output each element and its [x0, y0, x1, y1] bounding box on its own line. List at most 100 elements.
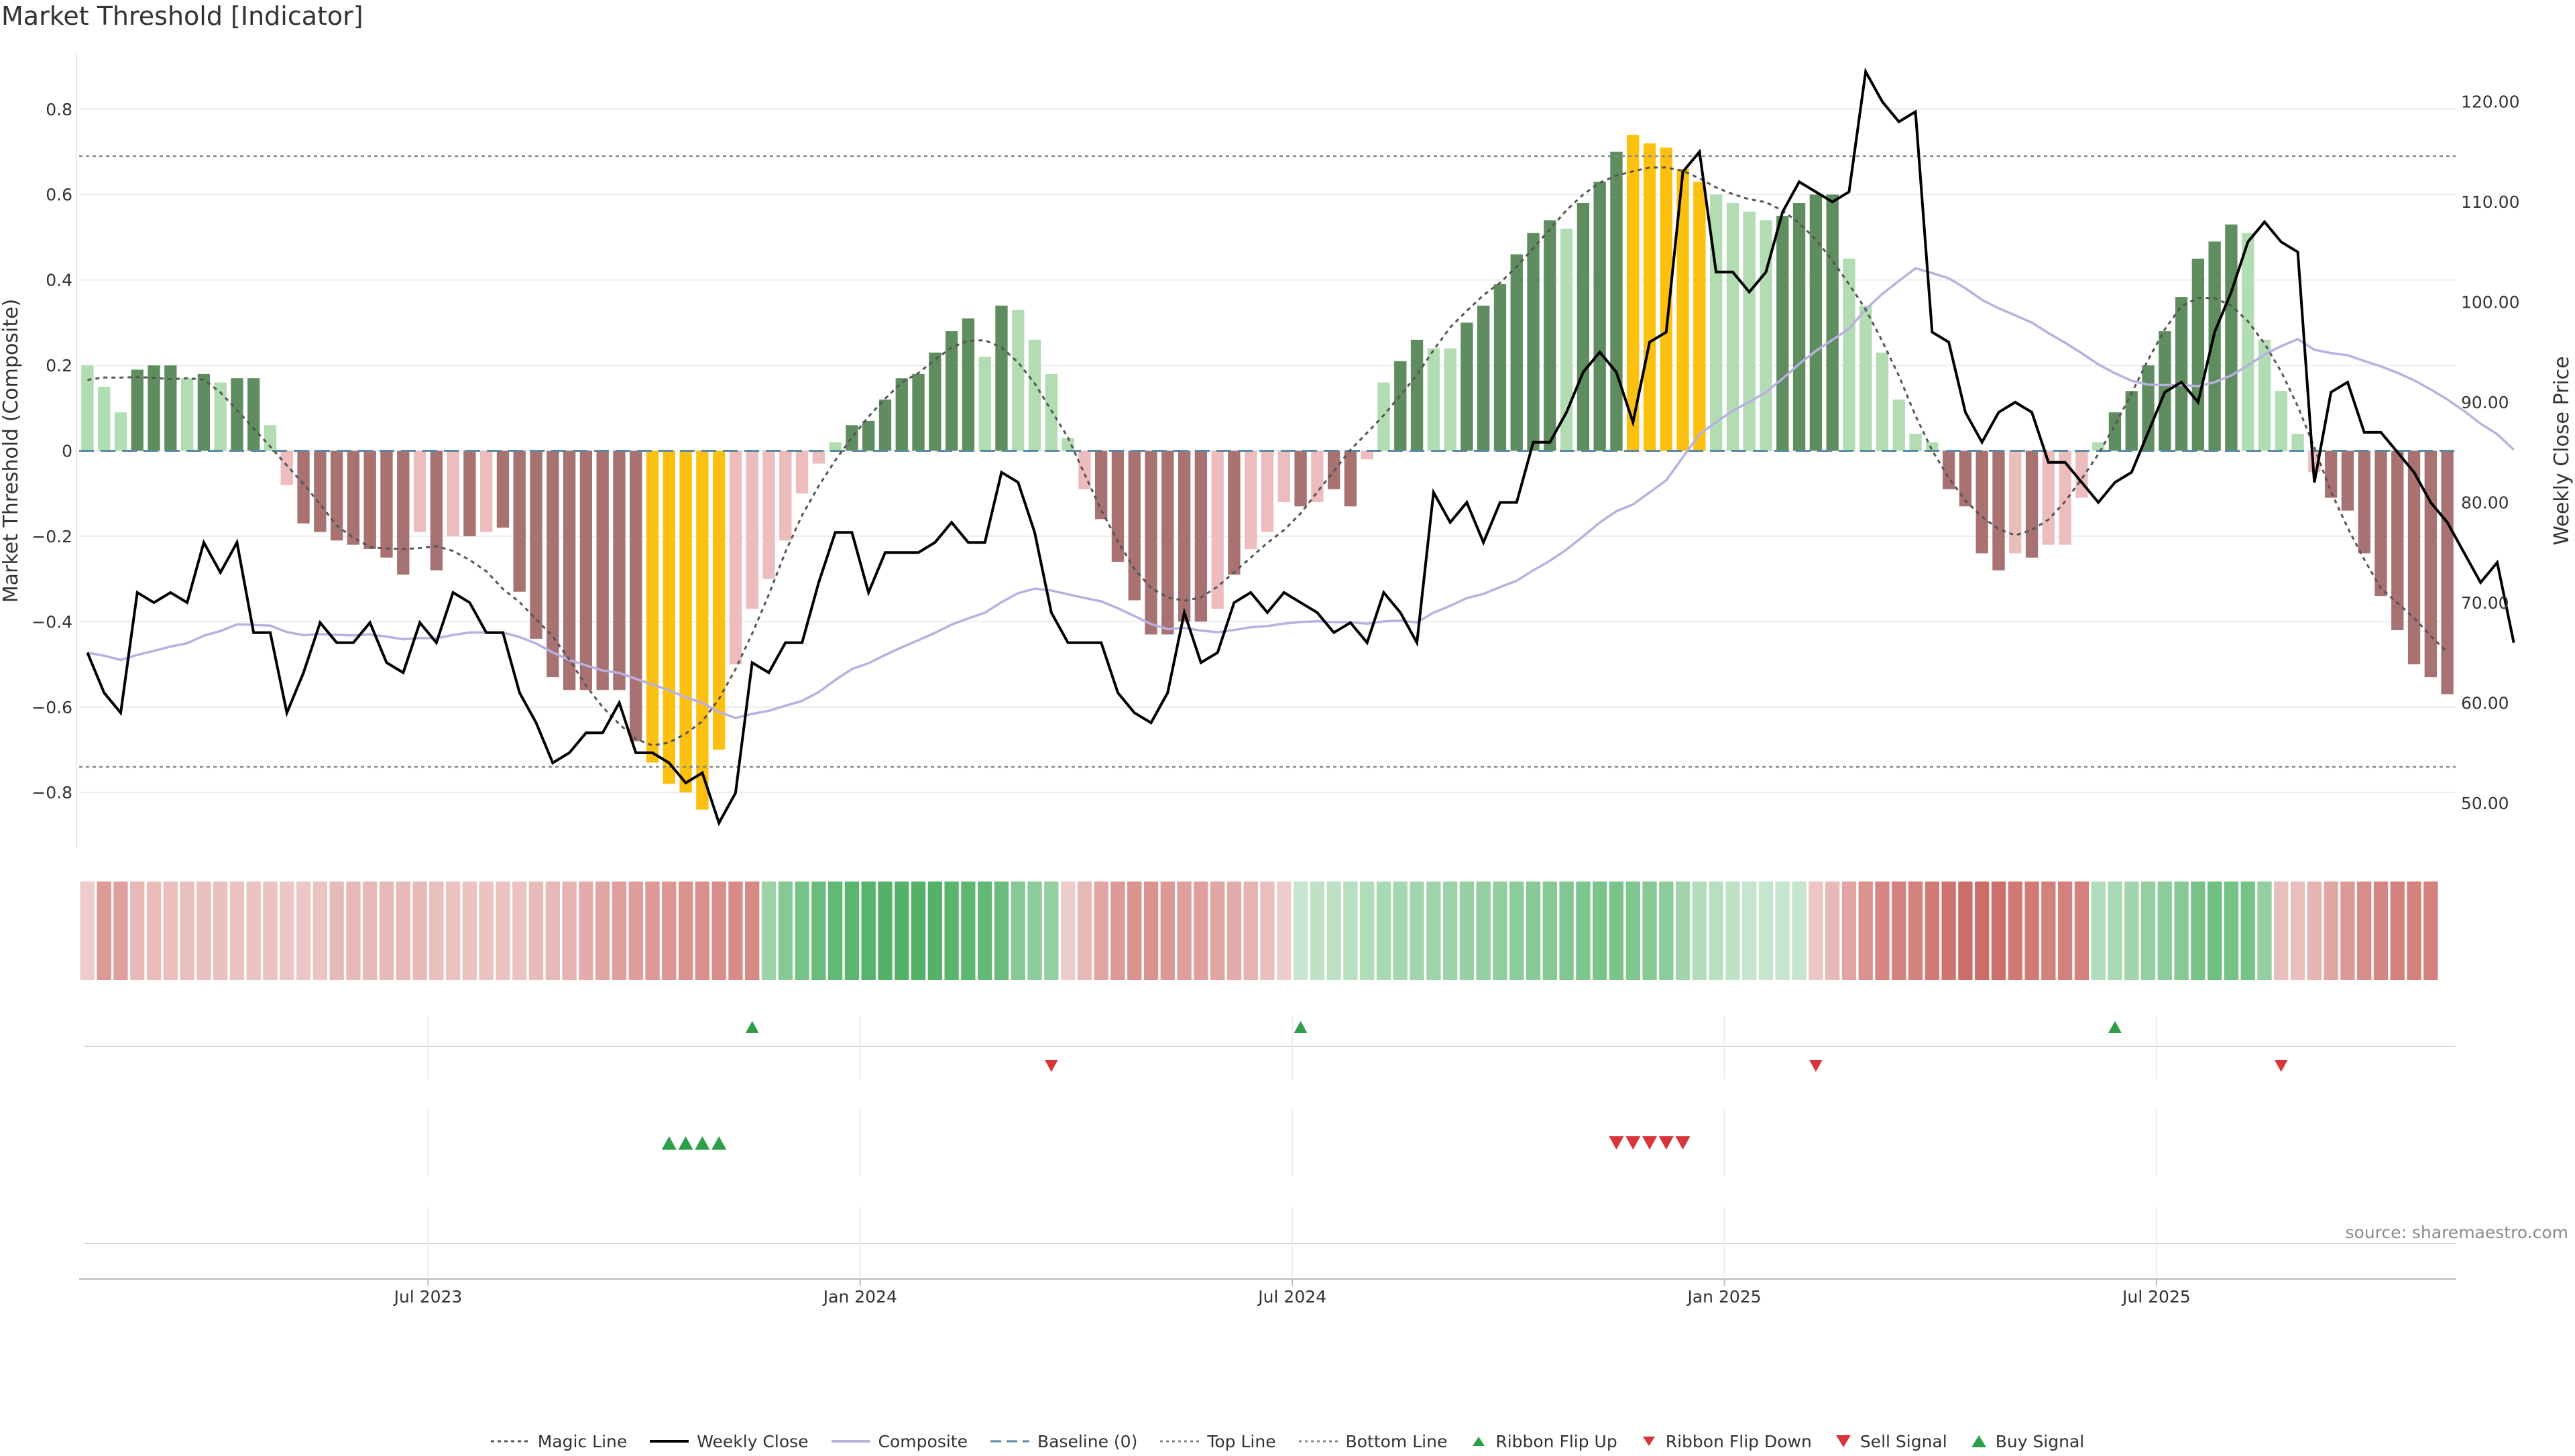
ribbon-cell: [1925, 882, 1939, 980]
composite-bar: [397, 450, 410, 575]
ribbon-cell: [229, 882, 245, 980]
composite-bar: [1876, 352, 1889, 451]
ribbon-cell: [479, 882, 494, 980]
ribbon-cell: [2207, 882, 2222, 980]
composite-bar: [1942, 450, 1955, 489]
ribbon-cell: [1160, 882, 1175, 980]
composite-bar: [330, 450, 343, 541]
ribbon-cell: [346, 882, 361, 980]
ribbon-cell: [1376, 882, 1391, 980]
composite-bar: [1128, 450, 1141, 601]
ribbon-cell: [961, 882, 976, 980]
legend: Magic Line Weekly Close Composite Baseline …: [0, 1427, 2575, 1456]
y-right-tick-label: 50.00: [2461, 794, 2509, 813]
composite-bar: [197, 373, 211, 451]
chart-title: Market Threshold [Indicator]: [1, 1, 363, 31]
composite-bar: [297, 450, 310, 524]
composite-bar: [1062, 438, 1074, 451]
ribbon-cell: [612, 882, 627, 980]
x-tick-label: Jul 2023: [393, 1287, 463, 1307]
ribbon-cell: [2191, 882, 2206, 980]
composite-bar: [2242, 233, 2254, 451]
composite-bar: [912, 373, 925, 451]
composite-bar: [1660, 147, 1672, 451]
composite-bar: [131, 369, 144, 451]
composite-bar: [2125, 391, 2138, 451]
composite-bar: [413, 450, 426, 532]
ribbon-cell: [2074, 882, 2090, 980]
legend-label: Ribbon Flip Down: [1665, 1431, 1812, 1451]
ribbon-cell: [695, 882, 710, 980]
ribbon-cell: [1892, 882, 1906, 980]
composite-bar: [779, 450, 792, 541]
ribbon-cell: [1226, 882, 1242, 980]
ribbon-cell: [1642, 882, 1657, 980]
ribbon-cell: [1659, 882, 1674, 980]
legend-item: Weekly Close: [650, 1432, 809, 1451]
composite-bar: [2341, 450, 2354, 511]
legend-label: Bottom Line: [1345, 1431, 1448, 1451]
dotted-line-grey-icon: [1160, 1440, 1200, 1443]
ribbon-cell: [795, 882, 809, 980]
composite-bar: [1544, 220, 1556, 451]
legend-item: Ribbon Flip Down: [1640, 1432, 1812, 1451]
ribbon-cell: [180, 882, 194, 980]
ribbon-cell: [1459, 882, 1475, 980]
composite-bar: [1028, 339, 1041, 451]
composite-bar: [962, 318, 975, 451]
ribbon-cell: [280, 882, 294, 980]
ribbon-cell: [80, 882, 95, 980]
x-tick-label: Jul 2025: [2121, 1287, 2191, 1307]
composite-bar: [1228, 450, 1241, 575]
composite-bar: [1693, 182, 1706, 451]
composite-bar: [247, 378, 260, 451]
composite-bar: [1726, 202, 1739, 451]
ribbon-cell: [396, 882, 410, 980]
legend-item: Ribbon Flip Up: [1470, 1432, 1617, 1451]
composite-bar: [1211, 450, 1224, 609]
dashed-line-blue-icon: [990, 1440, 1029, 1443]
ribbon-cell: [2307, 882, 2322, 980]
composite-bar: [314, 450, 327, 532]
composite-bar: [1959, 450, 1972, 507]
composite-bar: [480, 450, 493, 532]
ribbon-cell: [1442, 882, 1458, 980]
composite-bar: [2275, 391, 2287, 451]
y-axis-title: Market Threshold (Composite): [0, 299, 23, 603]
ribbon-cell: [1410, 882, 1424, 980]
composite-bar: [878, 400, 892, 451]
composite-bar: [1394, 361, 1407, 451]
ribbon-cell: [1576, 882, 1591, 980]
legend-item: Buy Signal: [1970, 1431, 2085, 1451]
y-right-tick-label: 70.00: [2461, 593, 2509, 613]
composite-bar: [513, 450, 526, 592]
ribbon-cell: [895, 882, 909, 980]
ribbon-cell: [213, 882, 228, 980]
composite-bar: [1361, 450, 1373, 460]
triangle-up-green-icon: [1473, 1437, 1485, 1446]
composite-bar: [1277, 450, 1290, 502]
legend-label: Buy Signal: [1995, 1431, 2085, 1451]
ribbon-cell: [2108, 882, 2122, 980]
composite-bar: [1743, 211, 1756, 451]
composite-bar: [1427, 348, 1440, 451]
legend-label: Ribbon Flip Up: [1495, 1431, 1617, 1451]
ribbon-flip-down-marker: [1044, 1060, 1058, 1072]
ribbon-cell: [628, 882, 643, 980]
ribbon-cell: [2008, 882, 2022, 980]
composite-bar: [1643, 143, 1656, 451]
magic-line: [87, 166, 2448, 747]
composite-bar: [1344, 450, 1357, 507]
ribbon-cell: [595, 882, 610, 980]
ribbon-cell: [911, 882, 926, 980]
legend-label: Sell Signal: [1859, 1431, 1947, 1451]
buy-signal-marker: [711, 1136, 727, 1150]
legend-item: Sell Signal: [1835, 1432, 1947, 1451]
sell-signal-marker: [1625, 1136, 1641, 1150]
composite-bar: [1527, 233, 1540, 451]
composite-bar: [1610, 151, 1623, 451]
ribbon-cell: [196, 882, 211, 980]
composite-bar: [846, 425, 858, 451]
ribbon-cell: [2274, 882, 2289, 980]
ribbon-cell: [97, 882, 111, 980]
